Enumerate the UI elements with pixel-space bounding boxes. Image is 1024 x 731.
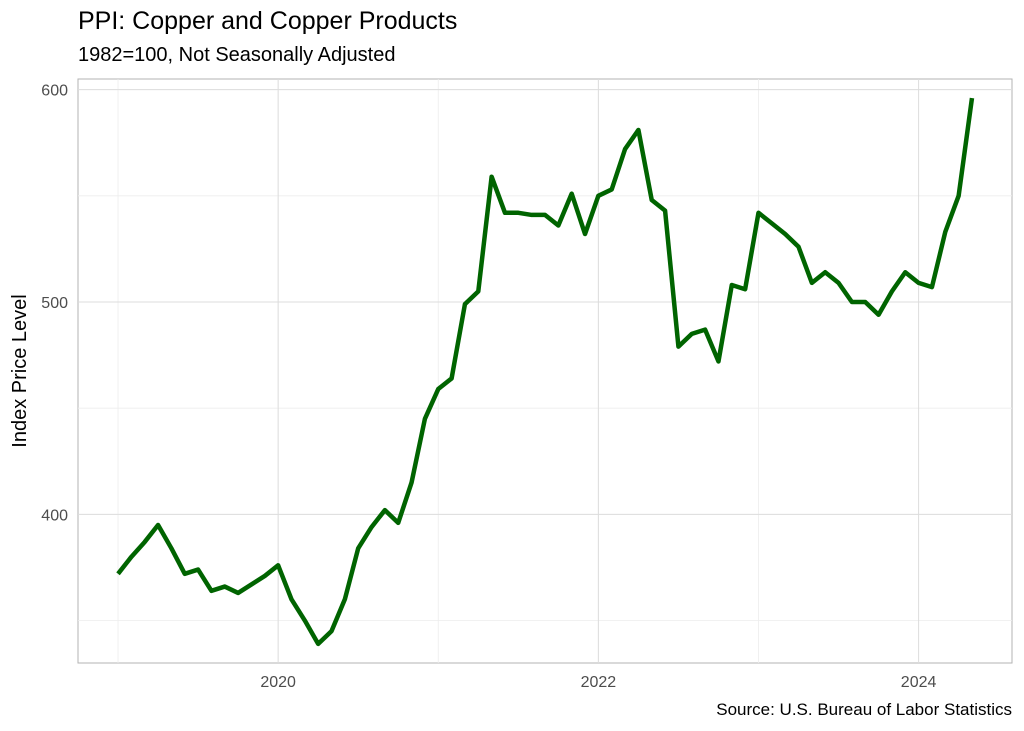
source-caption: Source: U.S. Bureau of Labor Statistics [716,700,1012,719]
x-axis-ticks: 2020 2022 2024 [260,674,936,691]
chart-subtitle: 1982=100, Not Seasonally Adjusted [78,44,396,66]
plot-panel [77,78,1013,664]
chart-title: PPI: Copper and Copper Products [78,7,458,35]
y-tick-label: 600 [41,83,68,100]
x-tick-label: 2024 [901,674,937,691]
y-tick-label: 400 [41,507,68,524]
series-layer [116,97,975,647]
y-axis-ticks: 400 500 600 [41,83,68,525]
y-tick-label: 500 [41,295,68,312]
x-tick-label: 2020 [260,674,296,691]
series-line [116,97,975,647]
x-tick-label: 2022 [581,674,617,691]
minor-gridlines [78,79,1012,663]
y-axis-title: Index Price Level [9,294,31,447]
